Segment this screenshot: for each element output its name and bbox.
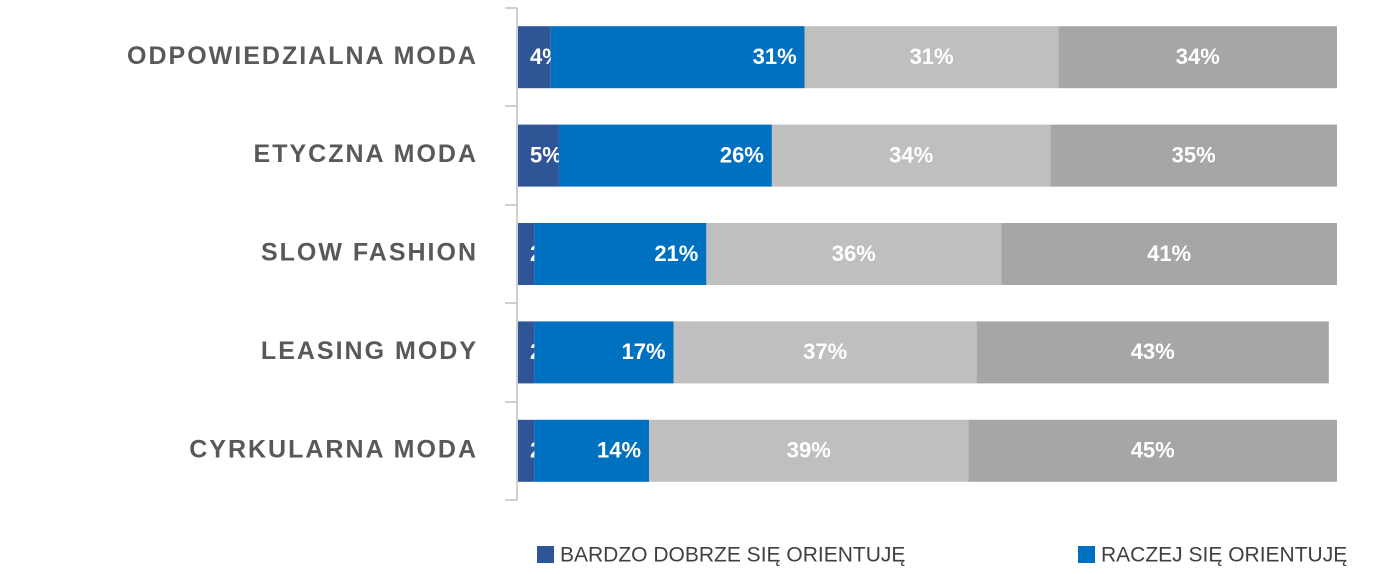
bar-segment	[518, 419, 535, 482]
category-label: CYRKULARNA MODA	[189, 435, 478, 463]
bar-segment	[534, 419, 650, 482]
bar-segment	[1001, 223, 1337, 285]
bar-segment	[534, 223, 707, 285]
bar-segment	[534, 321, 674, 384]
bar-segment	[1058, 26, 1337, 89]
value-label: 45%	[1131, 438, 1175, 463]
category-label: ODPOWIEDZIALNA MODA	[127, 42, 478, 70]
value-label: 34%	[1176, 44, 1220, 69]
category-axis	[505, 7, 518, 501]
value-label: 36%	[832, 241, 876, 266]
value-label: 37%	[803, 339, 847, 364]
value-label: 31%	[753, 44, 797, 69]
bar-segment	[804, 26, 1059, 89]
value-label: 41%	[1147, 241, 1191, 266]
value-label: 14%	[597, 438, 641, 463]
bar-segment	[558, 124, 772, 187]
bar-segment	[968, 419, 1337, 482]
bar-segment	[550, 26, 805, 89]
bar-segment	[649, 419, 969, 482]
value-label: 39%	[787, 438, 831, 463]
value-label: 31%	[910, 44, 954, 69]
value-label: 43%	[1131, 339, 1175, 364]
legend-label: RACZEJ SIĘ ORIENTUJĘ	[1101, 544, 1347, 567]
legend-label: BARDZO DOBRZE SIĘ ORIENTUJĘ	[560, 544, 905, 567]
value-label: 35%	[1172, 142, 1216, 167]
legend-swatch	[1078, 546, 1095, 563]
category-label: ETYCZNA MODA	[254, 140, 478, 168]
value-label: 5%	[530, 142, 562, 167]
value-label: 26%	[720, 142, 764, 167]
bar-segment	[673, 321, 977, 384]
value-label: 17%	[622, 339, 666, 364]
bar-segment	[518, 26, 551, 89]
value-label: 21%	[654, 241, 698, 266]
bar-segment	[1050, 124, 1337, 187]
bar-segment	[518, 124, 559, 187]
bar-segment	[706, 223, 1002, 285]
bar-segment	[771, 124, 1051, 187]
value-label: 34%	[889, 142, 933, 167]
bar-segment	[518, 223, 535, 285]
bar-segment	[518, 321, 535, 384]
bar-segment	[976, 321, 1329, 384]
category-label: LEASING MODY	[261, 337, 478, 365]
legend-swatch	[537, 546, 554, 563]
category-label: SLOW FASHION	[261, 239, 478, 267]
